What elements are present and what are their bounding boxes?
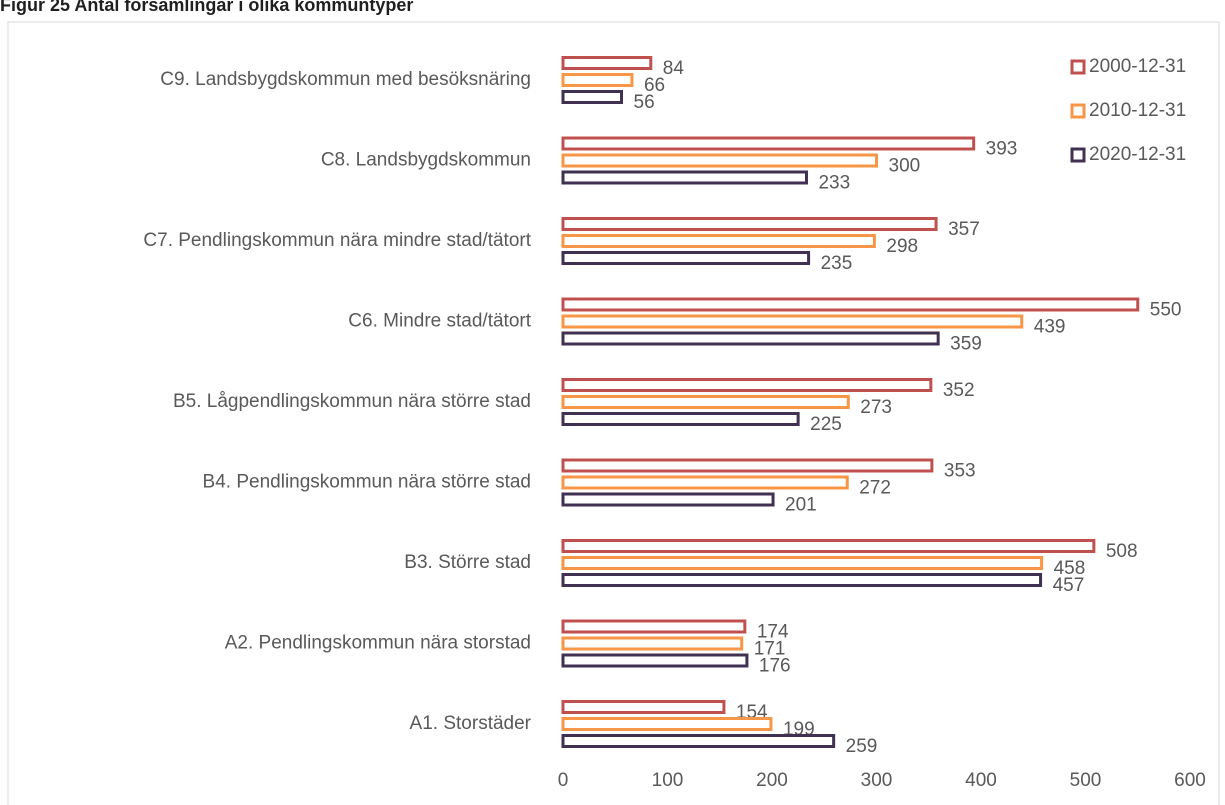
data-label: 458 [1054,558,1086,579]
data-label: 550 [1150,300,1182,321]
x-tick-label: 600 [1174,770,1206,791]
data-label: 171 [754,639,786,660]
data-label: 300 [889,156,921,177]
legend-label: 2020-12-31 [1089,144,1186,165]
y-tick-label: B5. Lågpendlingskommun nära större stad [173,391,531,412]
bar [561,170,808,185]
data-label: 357 [948,219,980,240]
legend-swatch [1070,59,1086,75]
bar [561,251,811,265]
x-tick-label: 500 [1070,770,1102,791]
data-label: 393 [986,139,1018,160]
data-label: 353 [944,461,976,482]
x-tick-label: 100 [652,770,684,791]
bar [561,217,938,231]
bar [561,556,1044,570]
bar [561,700,726,714]
legend-swatch [1070,147,1086,163]
x-tick-label: 200 [756,770,788,791]
legend-label: 2010-12-31 [1089,100,1186,121]
data-label: 457 [1053,575,1085,596]
legend-label: 2000-12-31 [1089,56,1186,77]
bar [561,619,747,634]
y-tick-label: A2. Pendlingskommun nära storstad [225,633,531,654]
y-tick-label: B4. Pendlingskommun nära större stad [203,472,531,493]
data-label: 225 [810,414,842,435]
bar [561,475,849,490]
bar [561,73,634,87]
data-label: 508 [1106,541,1138,562]
bar [561,653,749,668]
y-tick-label: C9. Landsbygdskommun med besöksnäring [160,69,531,90]
bar [561,717,773,731]
bar [561,90,624,104]
legend-swatch [1070,103,1086,119]
data-label: 352 [943,380,975,401]
bar [561,331,940,346]
bar [561,56,653,70]
data-label: 66 [644,75,665,96]
x-tick-label: 300 [861,770,893,791]
bar [561,573,1043,587]
y-tick-label: B3. Större stad [404,552,531,573]
y-tick-label: C8. Landsbygdskommun [321,150,531,171]
y-tick-label: C6. Mindre stad/tätort [348,311,531,332]
bar [561,412,800,426]
bar [561,297,1140,312]
data-label: 174 [757,622,789,643]
bar [561,539,1096,553]
x-tick-label: 400 [965,770,997,791]
y-tick-label: C7. Pendlingskommun nära mindre stad/tät… [143,230,531,251]
data-label: 359 [950,334,982,355]
data-label: 273 [860,397,892,418]
bar [561,314,1024,329]
data-label: 259 [846,736,878,757]
x-tick-label: 0 [558,770,569,791]
data-label: 201 [785,495,817,516]
bar [561,636,744,651]
bar [561,153,878,168]
bar [561,136,976,151]
bar [561,458,934,473]
y-tick-label: A1. Storstäder [410,713,532,734]
data-label: 84 [663,58,685,79]
data-label: 233 [818,173,850,194]
bar [561,378,933,392]
bar [561,234,876,248]
data-label: 439 [1034,317,1066,338]
data-label: 56 [634,92,655,113]
bar [561,395,850,409]
data-label: 176 [759,656,791,677]
data-label: 272 [859,478,891,499]
bar [561,734,836,748]
data-label: 298 [886,236,918,257]
bar [561,492,775,507]
data-label: 235 [821,253,853,274]
chart-title: Figur 25 Antal församlingar i olika komm… [0,0,413,15]
